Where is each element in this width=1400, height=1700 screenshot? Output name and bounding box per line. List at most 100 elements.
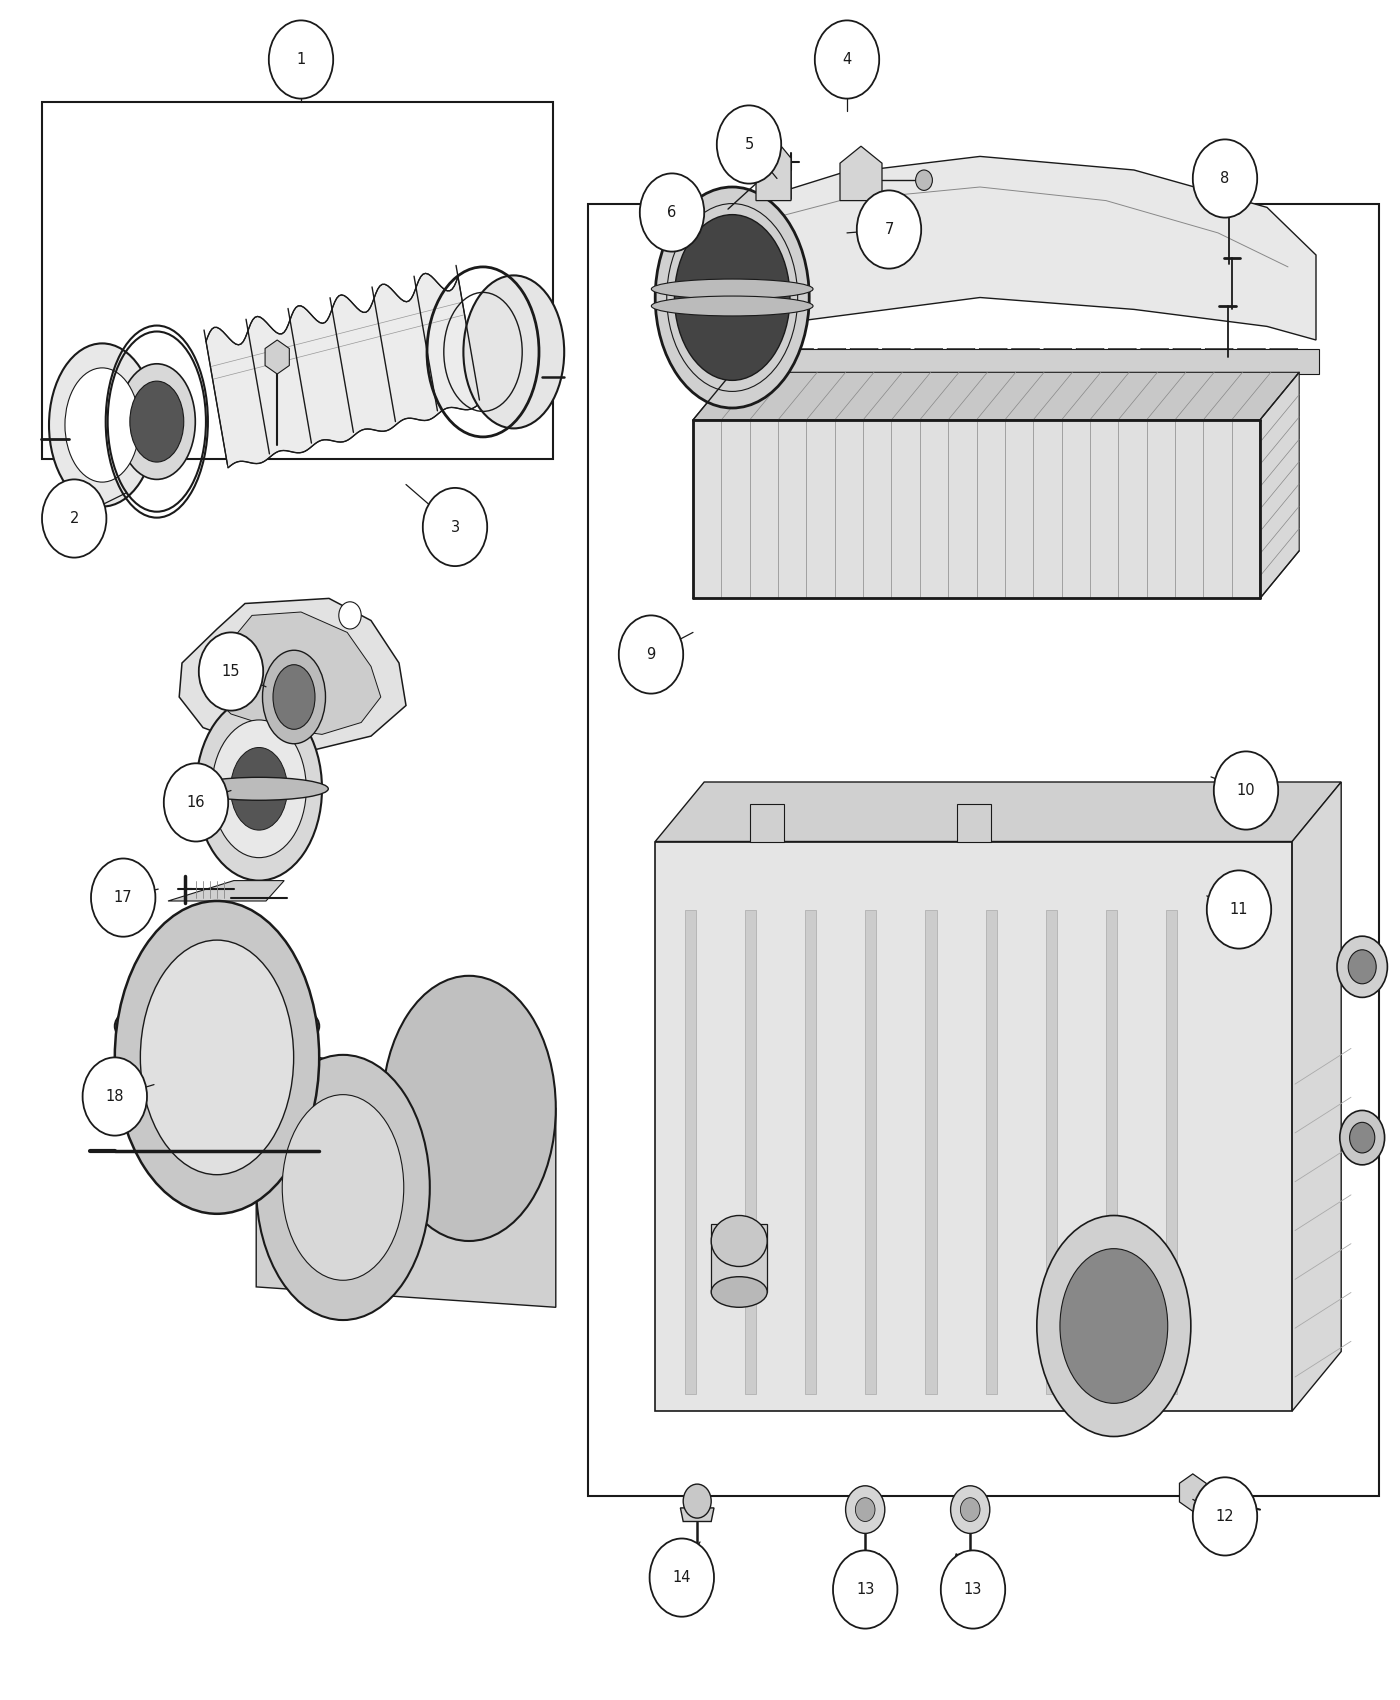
- Polygon shape: [1260, 372, 1299, 598]
- Ellipse shape: [115, 991, 319, 1061]
- Polygon shape: [655, 842, 1292, 1411]
- Circle shape: [833, 1550, 897, 1629]
- Polygon shape: [756, 141, 791, 201]
- Ellipse shape: [118, 364, 196, 479]
- Polygon shape: [1205, 348, 1233, 379]
- Circle shape: [1340, 1110, 1385, 1165]
- Polygon shape: [115, 1057, 459, 1091]
- Polygon shape: [850, 348, 878, 379]
- Text: 17: 17: [113, 891, 133, 904]
- Ellipse shape: [64, 367, 140, 483]
- Text: 16: 16: [186, 796, 206, 809]
- Polygon shape: [265, 340, 290, 374]
- Polygon shape: [882, 348, 910, 379]
- Circle shape: [619, 615, 683, 694]
- Ellipse shape: [189, 777, 328, 801]
- Circle shape: [640, 173, 704, 252]
- Circle shape: [83, 1057, 147, 1136]
- Polygon shape: [745, 910, 756, 1394]
- Circle shape: [846, 1486, 885, 1533]
- Ellipse shape: [711, 1277, 767, 1307]
- Polygon shape: [693, 372, 1299, 420]
- Circle shape: [857, 190, 921, 269]
- Polygon shape: [1166, 910, 1177, 1394]
- Circle shape: [815, 20, 879, 99]
- Circle shape: [42, 479, 106, 558]
- Circle shape: [1207, 870, 1271, 949]
- Polygon shape: [818, 348, 846, 379]
- Polygon shape: [1141, 348, 1169, 379]
- Text: 18: 18: [105, 1090, 125, 1103]
- Circle shape: [916, 170, 932, 190]
- Text: 14: 14: [672, 1571, 692, 1584]
- Polygon shape: [655, 782, 1341, 842]
- Polygon shape: [1106, 910, 1117, 1394]
- Text: 6: 6: [668, 206, 676, 219]
- Polygon shape: [750, 804, 784, 842]
- Circle shape: [1337, 937, 1387, 998]
- Circle shape: [164, 763, 228, 842]
- Ellipse shape: [711, 1216, 767, 1266]
- Polygon shape: [1046, 910, 1057, 1394]
- Polygon shape: [179, 598, 406, 751]
- Polygon shape: [785, 348, 813, 379]
- Circle shape: [91, 858, 155, 937]
- Text: 9: 9: [647, 648, 655, 661]
- Polygon shape: [805, 910, 816, 1394]
- Polygon shape: [256, 1088, 556, 1307]
- Polygon shape: [1077, 348, 1105, 379]
- Polygon shape: [946, 348, 974, 379]
- Circle shape: [269, 20, 333, 99]
- Polygon shape: [714, 156, 1316, 348]
- Polygon shape: [207, 612, 381, 734]
- Circle shape: [1348, 950, 1376, 984]
- Polygon shape: [168, 881, 284, 901]
- Polygon shape: [958, 804, 991, 842]
- Circle shape: [423, 488, 487, 566]
- Text: 3: 3: [451, 520, 459, 534]
- Polygon shape: [224, 697, 294, 706]
- Polygon shape: [1292, 782, 1341, 1411]
- Ellipse shape: [196, 697, 322, 881]
- Text: 2: 2: [70, 512, 78, 525]
- Bar: [42, 102, 553, 459]
- Polygon shape: [1044, 348, 1072, 379]
- Text: 13: 13: [855, 1583, 875, 1596]
- Ellipse shape: [211, 721, 307, 858]
- Circle shape: [650, 1538, 714, 1617]
- Circle shape: [1193, 1477, 1257, 1556]
- Polygon shape: [865, 910, 876, 1394]
- Ellipse shape: [655, 187, 809, 408]
- Circle shape: [855, 1498, 875, 1522]
- Text: 8: 8: [1221, 172, 1229, 185]
- Polygon shape: [685, 910, 696, 1394]
- Ellipse shape: [49, 343, 155, 507]
- Ellipse shape: [1060, 1248, 1168, 1402]
- Polygon shape: [711, 1224, 767, 1292]
- Polygon shape: [1173, 348, 1201, 379]
- Text: 11: 11: [1229, 903, 1249, 916]
- Ellipse shape: [651, 279, 813, 299]
- Polygon shape: [1238, 348, 1266, 379]
- Circle shape: [951, 1486, 990, 1533]
- Text: 5: 5: [745, 138, 753, 151]
- Polygon shape: [680, 1508, 714, 1522]
- Text: 4: 4: [843, 53, 851, 66]
- Text: 7: 7: [885, 223, 893, 236]
- Ellipse shape: [256, 1054, 430, 1321]
- Polygon shape: [979, 348, 1007, 379]
- Circle shape: [941, 1550, 1005, 1629]
- Ellipse shape: [1037, 1216, 1191, 1436]
- Circle shape: [199, 632, 263, 711]
- Text: 1: 1: [297, 53, 305, 66]
- Ellipse shape: [651, 296, 813, 316]
- Ellipse shape: [130, 381, 183, 462]
- Polygon shape: [1011, 348, 1039, 379]
- Polygon shape: [925, 910, 937, 1394]
- Bar: [588, 204, 1379, 1496]
- Polygon shape: [693, 420, 1260, 598]
- Ellipse shape: [273, 665, 315, 729]
- Polygon shape: [753, 348, 781, 379]
- Ellipse shape: [140, 940, 294, 1175]
- Circle shape: [960, 1498, 980, 1522]
